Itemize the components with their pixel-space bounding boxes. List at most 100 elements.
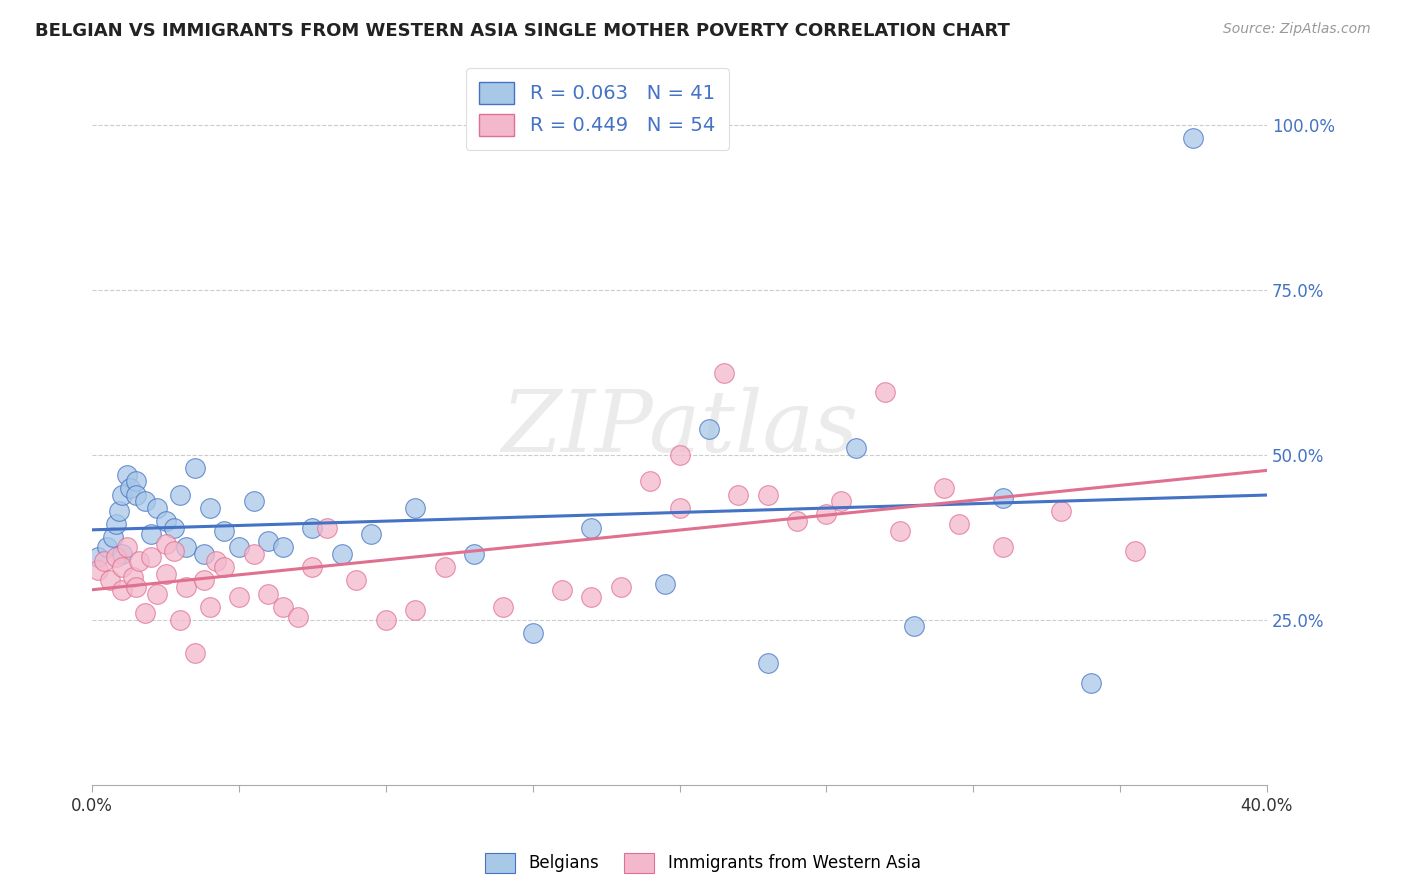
- Point: [104, 517, 127, 532]
- Point: [330, 547, 353, 561]
- Text: Source: ZipAtlas.com: Source: ZipAtlas.com: [1223, 22, 1371, 37]
- Point: [163, 543, 186, 558]
- Point: [257, 586, 280, 600]
- Point: [198, 500, 221, 515]
- Point: [786, 514, 808, 528]
- Point: [169, 487, 191, 501]
- Point: [198, 599, 221, 614]
- Point: [93, 553, 115, 567]
- Point: [1080, 675, 1102, 690]
- Point: [193, 574, 215, 588]
- Point: [125, 487, 148, 501]
- Point: [581, 590, 603, 604]
- Point: [845, 442, 868, 456]
- Point: [551, 583, 574, 598]
- Point: [214, 524, 236, 538]
- Point: [271, 599, 294, 614]
- Point: [214, 560, 236, 574]
- Point: [932, 481, 955, 495]
- Point: [360, 527, 382, 541]
- Point: [815, 508, 838, 522]
- Point: [433, 560, 456, 574]
- Point: [301, 520, 323, 534]
- Point: [98, 574, 121, 588]
- Point: [1182, 131, 1205, 145]
- Point: [184, 461, 207, 475]
- Point: [87, 550, 110, 565]
- Point: [242, 494, 264, 508]
- Point: [875, 385, 897, 400]
- Text: ZIPatlas: ZIPatlas: [501, 387, 858, 470]
- Point: [128, 553, 150, 567]
- Point: [228, 590, 250, 604]
- Point: [948, 517, 970, 532]
- Point: [104, 550, 127, 565]
- Point: [991, 491, 1014, 505]
- Point: [139, 550, 162, 565]
- Point: [287, 609, 309, 624]
- Point: [96, 541, 118, 555]
- Point: [101, 531, 124, 545]
- Point: [110, 547, 132, 561]
- Point: [120, 481, 142, 495]
- Point: [581, 520, 603, 534]
- Point: [727, 487, 749, 501]
- Point: [903, 619, 925, 633]
- Legend: Belgians, Immigrants from Western Asia: Belgians, Immigrants from Western Asia: [478, 847, 928, 880]
- Point: [346, 574, 368, 588]
- Legend: R = 0.063   N = 41, R = 0.449   N = 54: R = 0.063 N = 41, R = 0.449 N = 54: [465, 68, 728, 150]
- Point: [146, 500, 169, 515]
- Point: [139, 527, 162, 541]
- Point: [117, 467, 139, 482]
- Text: BELGIAN VS IMMIGRANTS FROM WESTERN ASIA SINGLE MOTHER POVERTY CORRELATION CHART: BELGIAN VS IMMIGRANTS FROM WESTERN ASIA …: [35, 22, 1010, 40]
- Point: [271, 541, 294, 555]
- Point: [134, 494, 156, 508]
- Point: [242, 547, 264, 561]
- Point: [110, 487, 132, 501]
- Point: [184, 646, 207, 660]
- Point: [257, 533, 280, 548]
- Point: [713, 366, 735, 380]
- Point: [110, 560, 132, 574]
- Point: [146, 586, 169, 600]
- Point: [174, 541, 197, 555]
- Point: [174, 580, 197, 594]
- Point: [463, 547, 485, 561]
- Point: [155, 514, 177, 528]
- Point: [991, 541, 1014, 555]
- Point: [316, 520, 339, 534]
- Point: [125, 580, 148, 594]
- Point: [110, 583, 132, 598]
- Point: [1050, 504, 1073, 518]
- Point: [122, 570, 145, 584]
- Point: [1123, 543, 1146, 558]
- Point: [155, 566, 177, 581]
- Point: [163, 520, 186, 534]
- Point: [654, 576, 676, 591]
- Point: [889, 524, 911, 538]
- Point: [134, 607, 156, 621]
- Point: [668, 500, 690, 515]
- Point: [668, 448, 690, 462]
- Point: [107, 504, 129, 518]
- Point: [638, 475, 661, 489]
- Point: [756, 487, 779, 501]
- Point: [492, 599, 515, 614]
- Point: [756, 656, 779, 670]
- Point: [610, 580, 633, 594]
- Point: [404, 603, 426, 617]
- Point: [204, 553, 226, 567]
- Point: [697, 422, 720, 436]
- Point: [155, 537, 177, 551]
- Point: [117, 541, 139, 555]
- Point: [830, 494, 852, 508]
- Point: [228, 541, 250, 555]
- Point: [374, 613, 396, 627]
- Point: [169, 613, 191, 627]
- Point: [125, 475, 148, 489]
- Point: [301, 560, 323, 574]
- Point: [522, 626, 544, 640]
- Point: [87, 563, 110, 577]
- Point: [404, 500, 426, 515]
- Point: [193, 547, 215, 561]
